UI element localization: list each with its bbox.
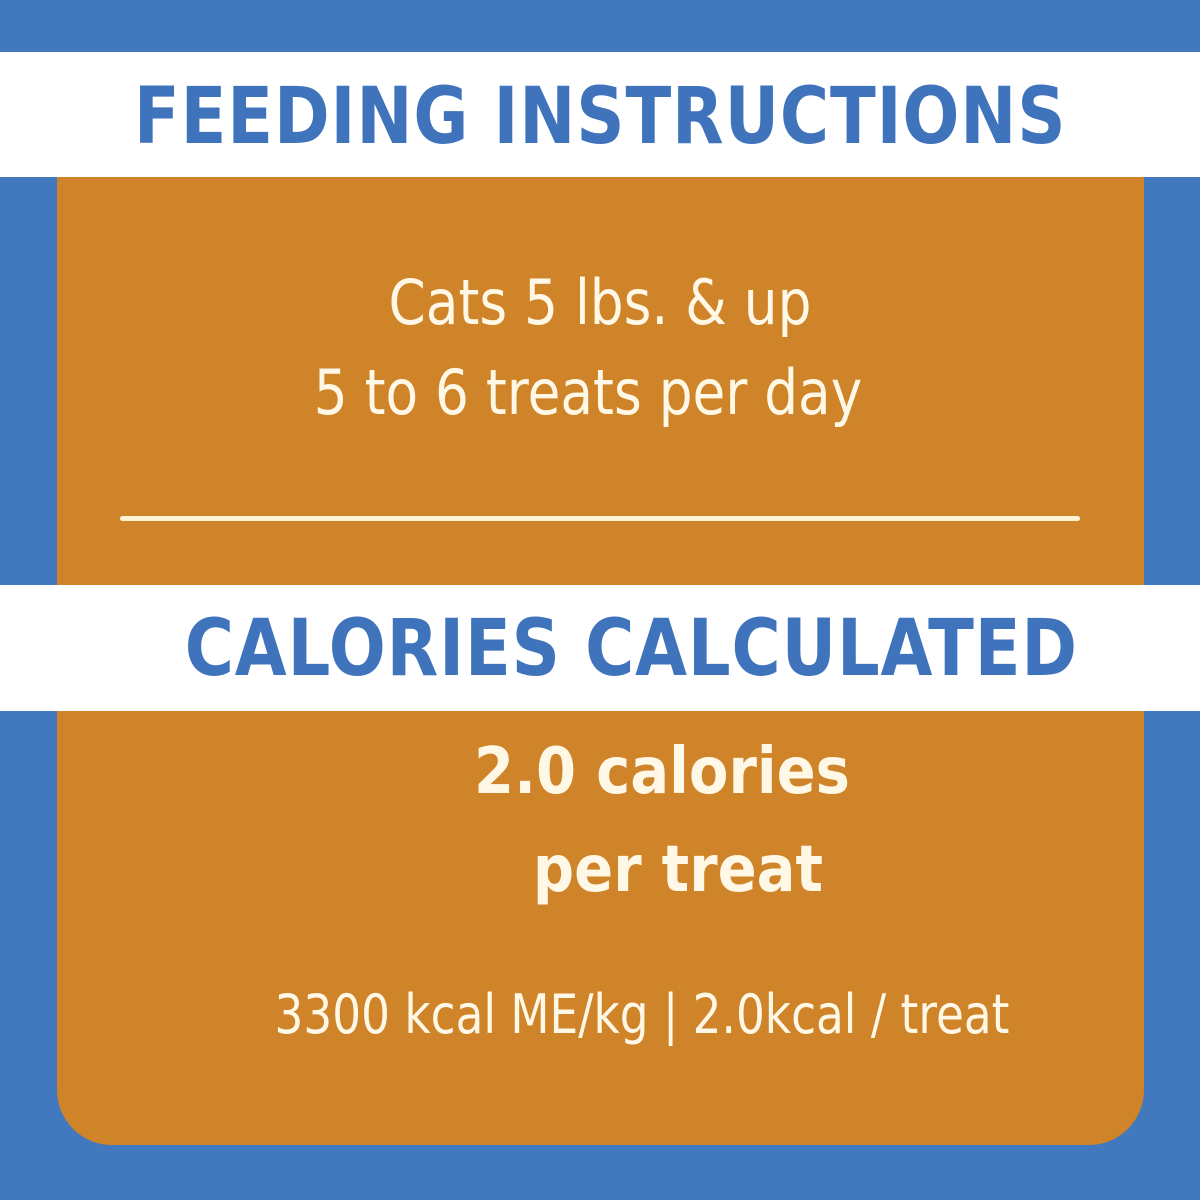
feeding-instructions-heading: FEEDING INSTRUCTIONS [133,71,1067,162]
calories-calculated-heading: CALORIES CALCULATED [184,604,1078,694]
calorie-detail-text: 3300 kcal ME/kg | 2.0kcal / treat [274,983,1010,1046]
calories-calculated-banner: CALORIES CALCULATED [0,585,1200,711]
feeding-instructions-banner: FEEDING INSTRUCTIONS [0,52,1200,177]
calories-per-treat-value: 2.0 calories [474,735,850,809]
feeding-weight-text: Cats 5 lbs. & up [388,266,812,339]
calories-per-treat-unit: per treat [532,833,824,907]
section-divider [120,516,1080,521]
feeding-amount-text: 5 to 6 treats per day [313,356,863,429]
